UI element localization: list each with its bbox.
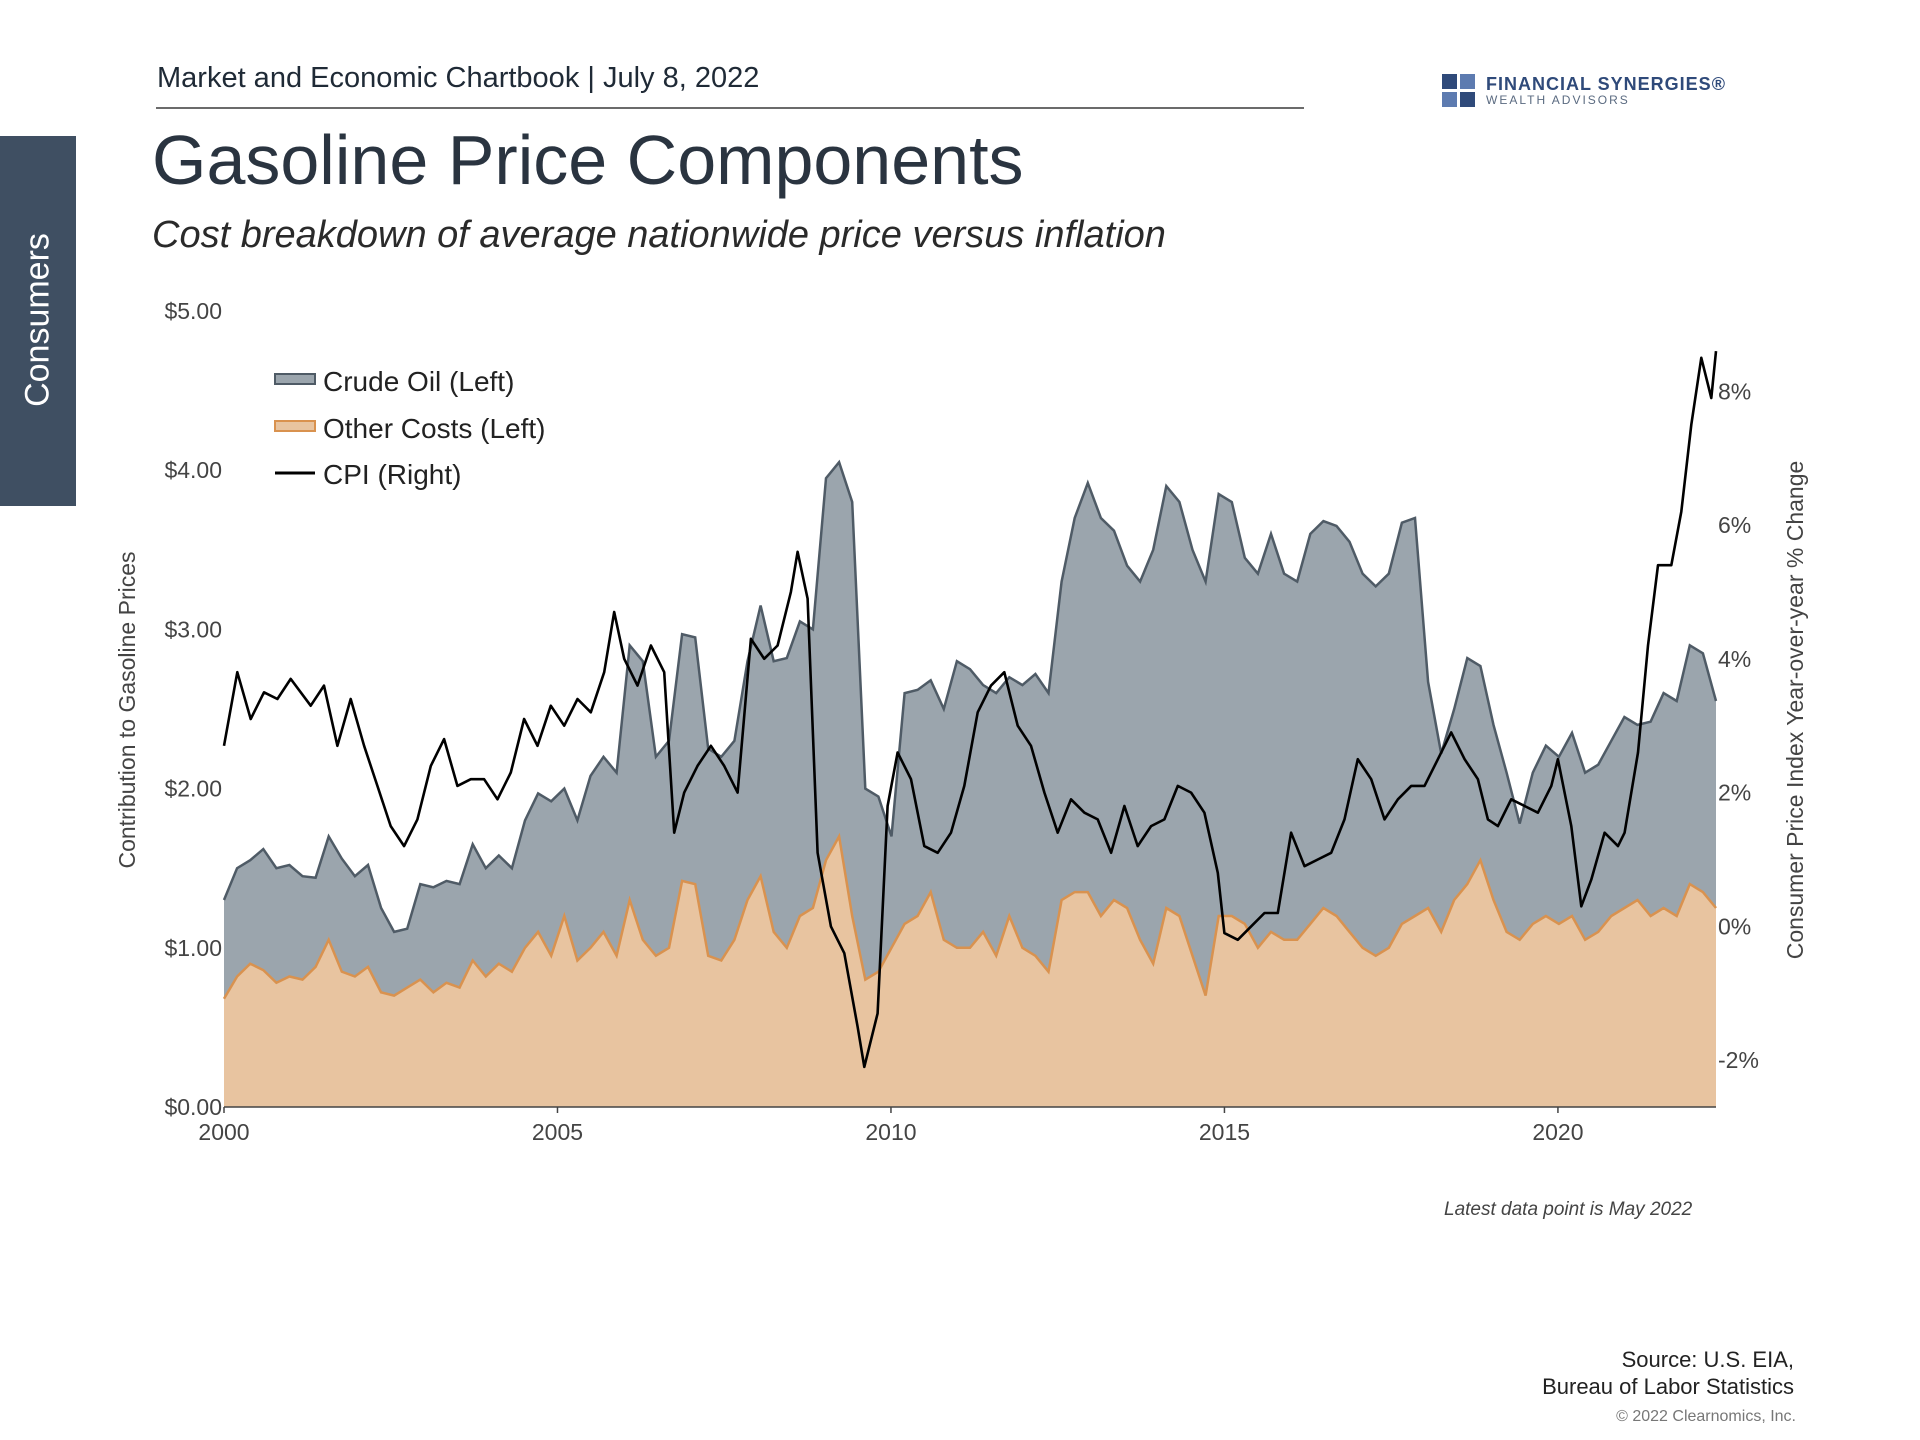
header-divider	[156, 107, 1304, 109]
left-tick-label: $4.00	[164, 457, 222, 483]
right-tick-label: 0%	[1718, 913, 1751, 939]
page-title: Gasoline Price Components	[152, 121, 1024, 199]
latest-data-note: Latest data point is May 2022	[1444, 1199, 1693, 1220]
other-costs-outline	[222, 832, 1717, 1000]
logo-squares-icon	[1442, 74, 1476, 108]
source-line-1: Source: U.S. EIA,	[1621, 1347, 1794, 1372]
left-tick-label: $3.00	[164, 616, 222, 642]
right-tick-label: 8%	[1718, 378, 1751, 404]
x-tick-label: 2015	[1199, 1119, 1250, 1145]
right-tick-label: -2%	[1718, 1047, 1759, 1073]
legend-label-cpi: CPI (Right)	[323, 459, 461, 490]
logo-name: FINANCIAL SYNERGIES®	[1486, 74, 1726, 94]
other-costs-area	[224, 836, 1716, 1107]
left-tick-label: $1.00	[164, 935, 222, 961]
logo-subtitle: WEALTH ADVISORS	[1486, 93, 1630, 107]
right-axis-label: Consumer Price Index Year-over-year % Ch…	[1782, 461, 1808, 960]
x-tick-label: 2020	[1532, 1119, 1583, 1145]
page-subtitle: Cost breakdown of average nationwide pri…	[152, 214, 1166, 256]
left-tick-label: $0.00	[164, 1094, 222, 1120]
x-tick-label: 2000	[198, 1119, 249, 1145]
left-tick-label: $5.00	[164, 298, 222, 324]
chart-legend: Crude Oil (Left) Other Costs (Left) CPI …	[274, 366, 546, 490]
source-line-2: Bureau of Labor Statistics	[1542, 1374, 1794, 1399]
right-tick-label: 4%	[1718, 646, 1751, 672]
cpi-line	[222, 350, 1718, 1069]
copyright: © 2022 Clearnomics, Inc.	[1616, 1408, 1796, 1425]
legend-label-crude-oil: Crude Oil (Left)	[323, 366, 514, 397]
chartbook-header: Market and Economic Chartbook | July 8, …	[157, 62, 760, 94]
crude-oil-outline	[222, 459, 1718, 934]
right-tick-label: 2%	[1718, 780, 1751, 806]
left-tick-label: $2.00	[164, 776, 222, 802]
side-section-tab	[0, 136, 76, 506]
legend-swatch-other-costs	[274, 420, 316, 432]
source-citation: Source: U.S. EIA, Bureau of Labor Statis…	[1542, 1346, 1794, 1400]
legend-swatch-crude-oil	[274, 373, 316, 385]
x-tick-label: 2005	[532, 1119, 583, 1145]
legend-label-other-costs: Other Costs (Left)	[323, 413, 546, 444]
financial-synergies-logo: FINANCIAL SYNERGIES® WEALTH ADVISORS	[1442, 74, 1726, 108]
x-tick-label: 2010	[865, 1119, 916, 1145]
left-axis-label: Contribution to Gasoline Prices	[114, 551, 140, 868]
right-tick-label: 6%	[1718, 512, 1751, 538]
